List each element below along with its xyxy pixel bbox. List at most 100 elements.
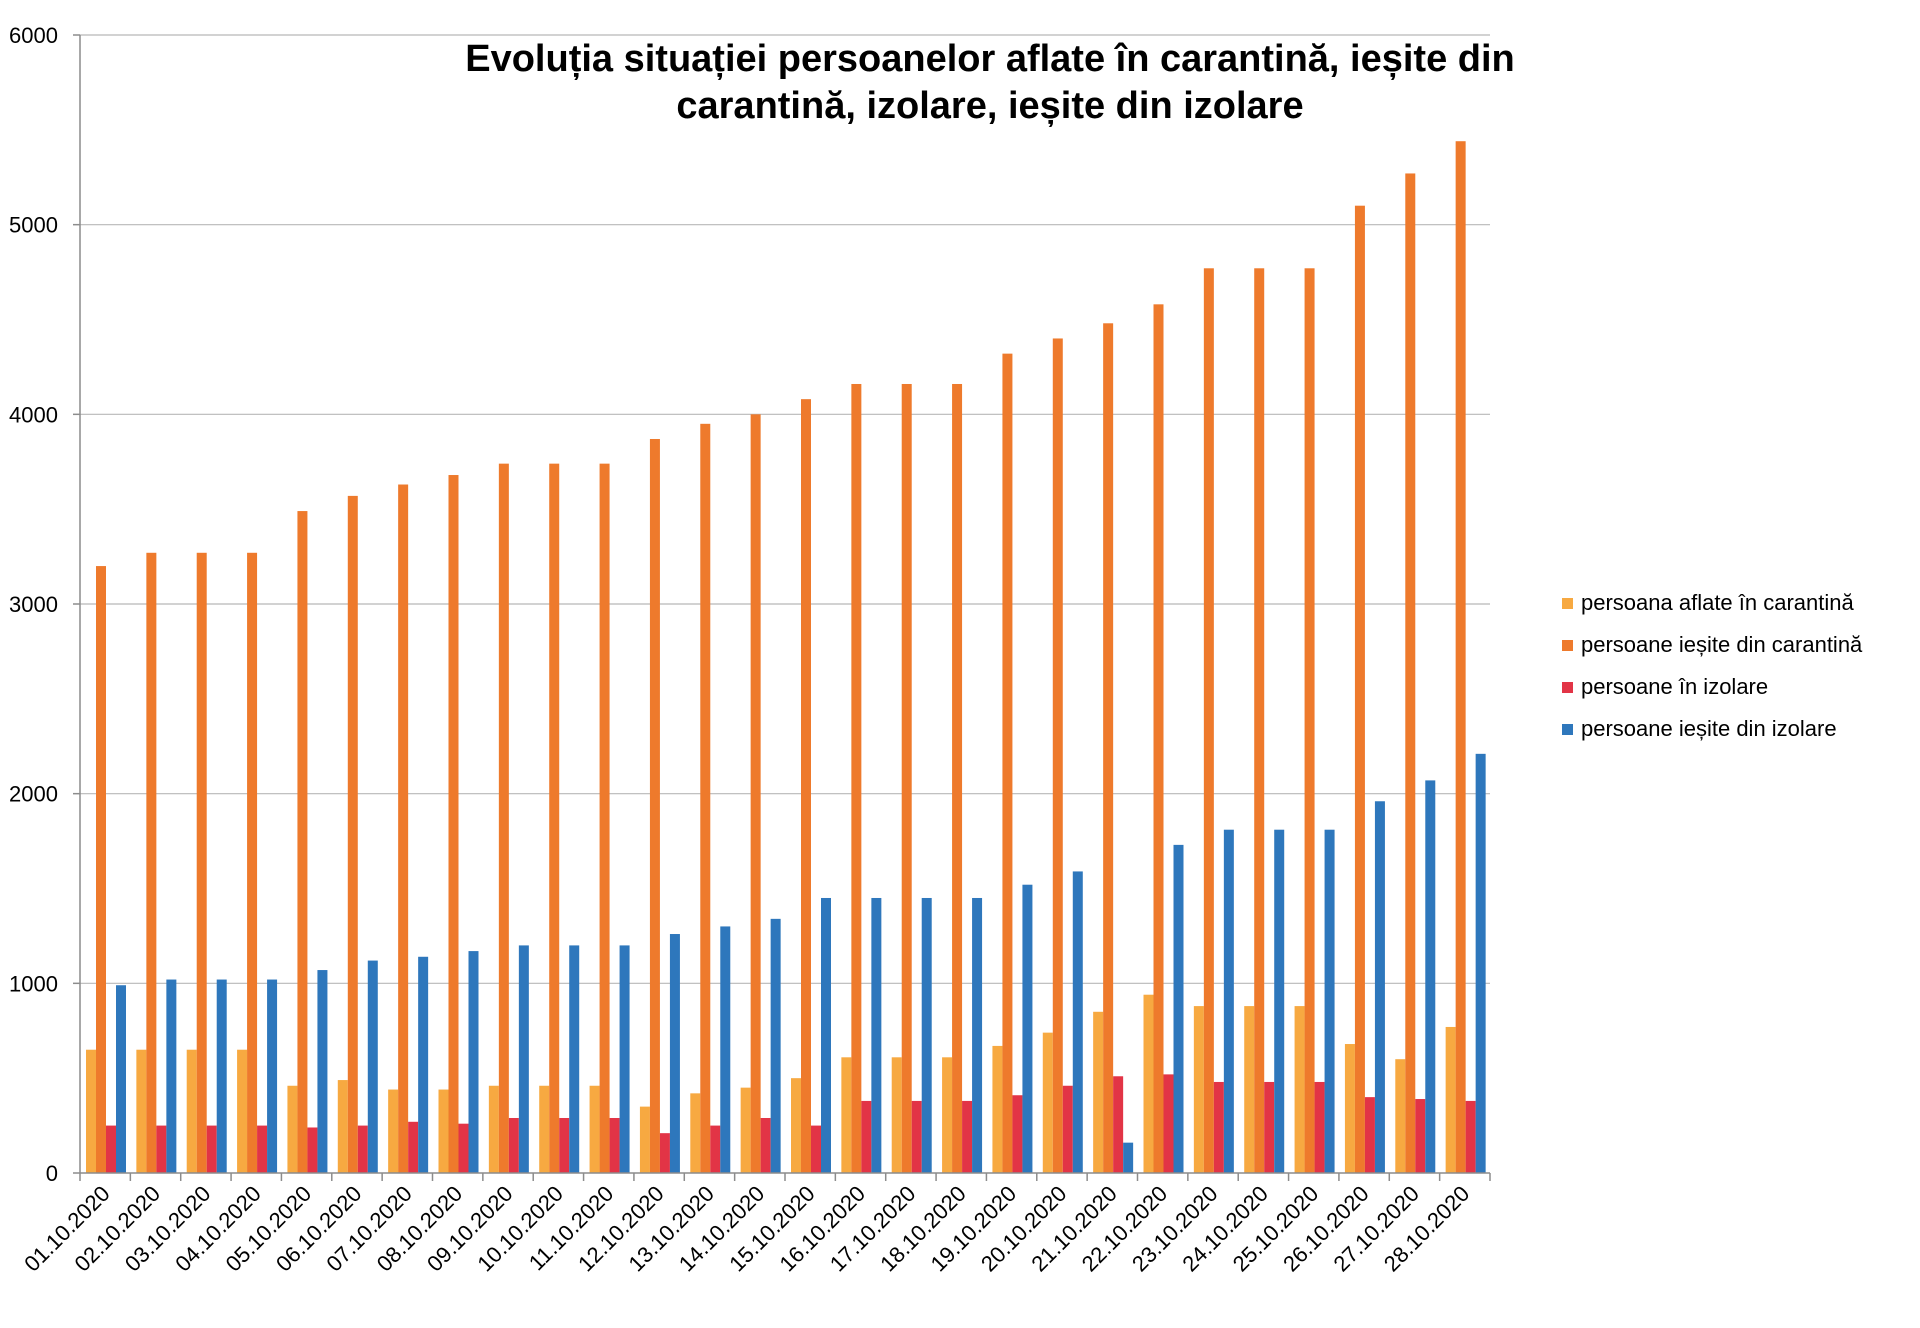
bar bbox=[1203, 268, 1214, 1173]
bar bbox=[1364, 1097, 1375, 1173]
bar bbox=[1173, 844, 1184, 1173]
bar bbox=[639, 1106, 650, 1173]
bar bbox=[1093, 1011, 1104, 1173]
bar bbox=[690, 1093, 701, 1173]
bar bbox=[1425, 780, 1436, 1173]
bar bbox=[559, 1117, 570, 1173]
bar bbox=[700, 423, 711, 1174]
bar bbox=[619, 945, 630, 1173]
bar bbox=[357, 1125, 368, 1173]
bar bbox=[1354, 205, 1365, 1173]
bar bbox=[710, 1125, 721, 1173]
bar bbox=[1193, 1006, 1204, 1173]
bar bbox=[841, 1057, 852, 1173]
bar bbox=[498, 463, 509, 1173]
bar bbox=[1163, 1074, 1174, 1173]
bar bbox=[146, 552, 157, 1173]
x-tick-labels: 01.10.202002.10.202003.10.202004.10.2020… bbox=[19, 1181, 1474, 1277]
bar bbox=[649, 438, 660, 1173]
bar bbox=[307, 1127, 318, 1173]
y-tick-label: 6000 bbox=[9, 23, 58, 48]
bar bbox=[1072, 871, 1083, 1173]
bar bbox=[388, 1089, 399, 1173]
legend-swatch bbox=[1562, 681, 1573, 693]
bar bbox=[367, 960, 378, 1173]
bar bbox=[669, 934, 680, 1173]
y-tick-label: 5000 bbox=[9, 213, 58, 238]
bar bbox=[1455, 141, 1466, 1173]
bar bbox=[901, 383, 912, 1173]
legend-item: persoane ieșite din carantină bbox=[1562, 624, 1920, 666]
bar bbox=[992, 1045, 1003, 1173]
legend-label: persoane ieșite din izolare bbox=[1581, 716, 1837, 741]
bar bbox=[136, 1049, 147, 1173]
bar bbox=[96, 566, 106, 1173]
legend-swatch bbox=[1562, 597, 1573, 609]
y-tick-label: 4000 bbox=[9, 402, 58, 427]
bar bbox=[1213, 1081, 1224, 1173]
bar bbox=[267, 979, 278, 1173]
legend-item: persoane ieșite din izolare bbox=[1562, 708, 1920, 750]
bar bbox=[1314, 1081, 1325, 1173]
bar bbox=[921, 897, 932, 1173]
y-tick-label: 1000 bbox=[9, 971, 58, 996]
axes bbox=[73, 34, 1491, 1181]
bar bbox=[196, 552, 207, 1173]
bar bbox=[216, 979, 227, 1173]
bar bbox=[337, 1080, 348, 1173]
legend-label: persoane în izolare bbox=[1581, 674, 1769, 699]
legend-swatch bbox=[1562, 639, 1573, 651]
bar bbox=[1052, 338, 1063, 1173]
bar bbox=[317, 970, 328, 1173]
bar bbox=[659, 1133, 670, 1173]
bar bbox=[1344, 1044, 1355, 1173]
legend-item: persoana aflate în carantină bbox=[1562, 582, 1920, 624]
bar bbox=[599, 463, 610, 1173]
bar bbox=[86, 1049, 96, 1173]
bar bbox=[1374, 801, 1385, 1173]
bar bbox=[247, 552, 258, 1173]
bar bbox=[1042, 1032, 1053, 1173]
bar bbox=[851, 383, 862, 1173]
bar bbox=[1022, 884, 1033, 1173]
bar bbox=[1465, 1100, 1476, 1173]
bar bbox=[166, 979, 177, 1173]
bar bbox=[801, 399, 811, 1173]
legend-label: persoane ieșite din carantină bbox=[1581, 632, 1863, 657]
bar bbox=[1405, 173, 1416, 1173]
bar bbox=[569, 945, 580, 1173]
bar bbox=[821, 897, 831, 1173]
bar bbox=[972, 897, 983, 1173]
bar bbox=[1143, 994, 1154, 1173]
bar bbox=[1103, 323, 1114, 1173]
bar bbox=[911, 1100, 922, 1173]
bar bbox=[539, 1085, 550, 1173]
bar bbox=[398, 484, 409, 1173]
y-tick-label: 3000 bbox=[9, 592, 58, 617]
bar bbox=[750, 414, 761, 1173]
bar bbox=[186, 1049, 197, 1173]
bar bbox=[438, 1089, 449, 1173]
bar bbox=[488, 1085, 499, 1173]
bar bbox=[740, 1087, 751, 1173]
bar bbox=[206, 1125, 217, 1173]
bar bbox=[106, 1125, 116, 1173]
bar bbox=[1223, 829, 1234, 1173]
bar bbox=[952, 383, 963, 1173]
bar bbox=[347, 495, 358, 1173]
bar bbox=[1294, 1006, 1305, 1173]
bar bbox=[458, 1123, 469, 1173]
bar bbox=[297, 511, 308, 1173]
bar bbox=[1002, 353, 1013, 1173]
bar bbox=[1274, 829, 1285, 1173]
bar bbox=[257, 1125, 268, 1173]
bar bbox=[1244, 1006, 1255, 1173]
legend-item: persoane în izolare bbox=[1562, 666, 1920, 708]
bar bbox=[1395, 1059, 1406, 1173]
bar bbox=[589, 1085, 600, 1173]
bar bbox=[942, 1057, 953, 1173]
bar bbox=[448, 475, 459, 1173]
bar bbox=[549, 463, 560, 1173]
bar bbox=[609, 1117, 620, 1173]
